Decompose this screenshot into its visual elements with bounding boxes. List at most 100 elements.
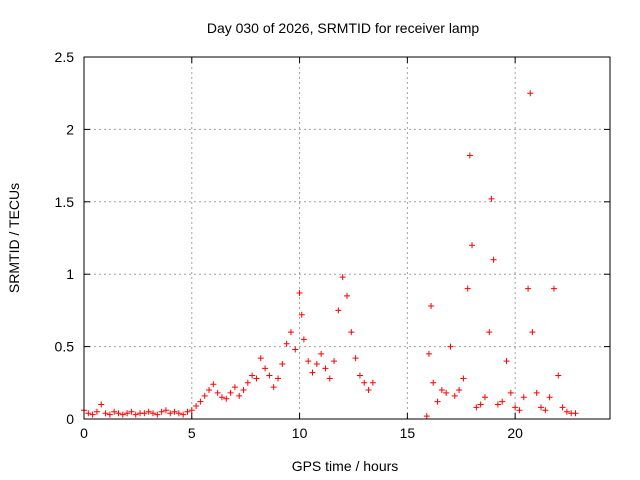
data-point [430, 379, 437, 386]
data-point [279, 360, 286, 367]
data-point [115, 410, 122, 417]
plot-frame [83, 56, 611, 420]
data-point [244, 379, 251, 386]
data-point [184, 408, 191, 415]
data-points [81, 90, 579, 420]
data-point [331, 358, 338, 365]
data-point [425, 350, 432, 357]
data-point [141, 410, 148, 417]
data-point [326, 375, 333, 382]
y-tick-label: 0 [66, 411, 74, 427]
data-point [124, 410, 131, 417]
data-point [447, 343, 454, 350]
data-point [428, 303, 435, 310]
data-point [348, 329, 355, 336]
y-tick-label: 2.5 [55, 49, 75, 65]
x-tick-label: 0 [80, 425, 88, 441]
data-point [466, 152, 473, 159]
data-point [119, 411, 126, 418]
data-point [206, 387, 213, 394]
data-point [563, 408, 570, 415]
data-point [503, 358, 510, 365]
data-point [520, 394, 527, 401]
data-point [369, 379, 376, 386]
data-point [201, 392, 208, 399]
data-point [128, 408, 135, 415]
x-tick-label: 20 [507, 425, 523, 441]
data-point [214, 389, 221, 396]
data-point [309, 369, 316, 376]
data-point [223, 395, 230, 402]
data-point [352, 355, 359, 362]
data-point [93, 408, 100, 415]
data-point [106, 411, 113, 418]
data-point [300, 336, 307, 343]
chart-title: Day 030 of 2026, SRMTID for receiver lam… [207, 20, 480, 36]
data-point [438, 387, 445, 394]
data-point [149, 410, 156, 417]
data-point [527, 90, 534, 97]
data-point [262, 365, 269, 372]
data-point [158, 408, 165, 415]
data-point [227, 389, 234, 396]
data-point [486, 329, 493, 336]
data-point [313, 360, 320, 367]
data-point [344, 292, 350, 299]
data-point [542, 407, 549, 414]
data-point [335, 307, 342, 314]
data-point [555, 372, 562, 379]
data-point [193, 402, 200, 409]
y-axis-label: SRMTID / TECUs [6, 183, 22, 293]
data-point [145, 408, 152, 415]
data-point [572, 410, 579, 417]
data-point [188, 407, 195, 414]
data-point [550, 285, 557, 292]
data-point [266, 372, 273, 379]
data-point [283, 340, 290, 347]
data-point [443, 389, 450, 396]
data-point [154, 411, 161, 418]
data-point [175, 410, 182, 417]
y-tick-label: 2 [66, 121, 74, 137]
data-point [477, 401, 484, 408]
data-point [356, 372, 363, 379]
data-point [253, 375, 260, 382]
data-point [180, 411, 187, 418]
data-point [249, 372, 256, 379]
data-point [167, 410, 174, 417]
data-point [218, 394, 225, 401]
data-point [538, 404, 545, 411]
data-point [305, 358, 312, 365]
data-point [460, 375, 467, 382]
data-point [361, 379, 368, 386]
x-tick-label: 5 [188, 425, 196, 441]
data-point [525, 285, 532, 292]
grid [84, 57, 610, 419]
data-point [365, 387, 372, 394]
data-point [298, 311, 305, 318]
x-axis-label: GPS time / hours [292, 458, 399, 474]
data-point [559, 404, 566, 411]
data-point [257, 355, 264, 362]
data-point [171, 408, 178, 415]
data-point [423, 413, 430, 420]
ticks: 0 5 10 15 20 0 0.5 1 1.5 2 2.5 [55, 49, 610, 441]
data-point [451, 392, 458, 399]
data-point [434, 398, 441, 405]
data-point [270, 384, 277, 391]
data-point [481, 394, 488, 401]
data-point [292, 346, 299, 353]
data-point [275, 375, 282, 382]
data-point [507, 389, 514, 396]
x-tick-label: 10 [292, 425, 308, 441]
data-point [490, 256, 497, 263]
data-point [98, 401, 105, 408]
data-point [102, 410, 109, 417]
data-point [197, 398, 204, 405]
data-point [529, 329, 536, 336]
data-point [488, 195, 495, 202]
data-point [516, 407, 523, 414]
data-point [240, 387, 247, 394]
data-point [162, 407, 169, 414]
